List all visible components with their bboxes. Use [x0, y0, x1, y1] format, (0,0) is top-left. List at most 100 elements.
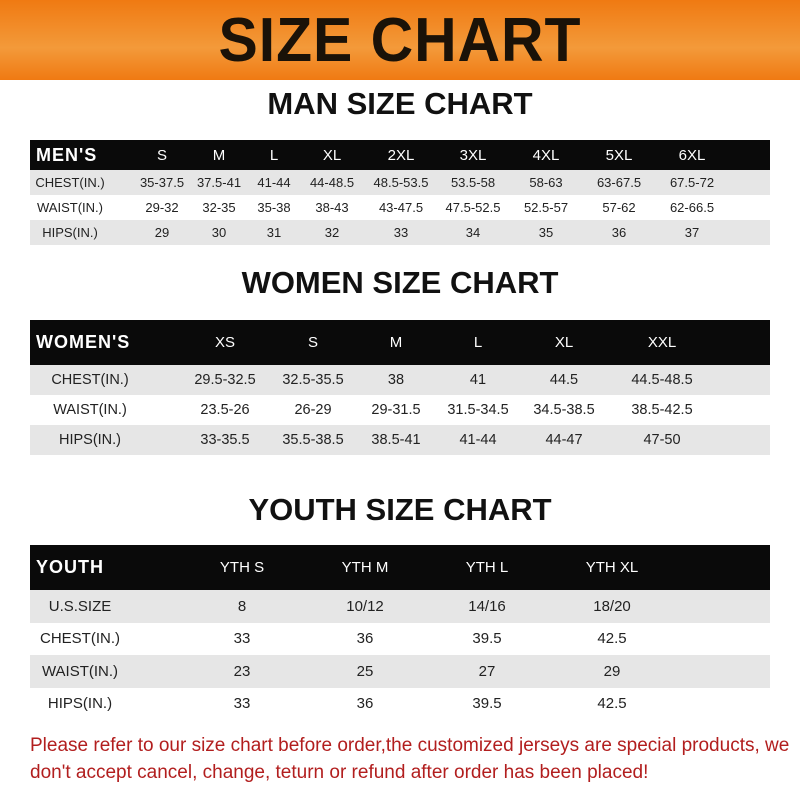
table-cell: 3XL: [459, 146, 487, 164]
table-header-row: WOMEN'S XS S M L XL XXL: [30, 320, 770, 365]
row-label: WOMEN'S: [36, 332, 131, 352]
table-row: HIPS(IN.) 29 30 31 32 33 34 35 36 37: [30, 220, 770, 245]
table-cell: YTH S: [219, 559, 265, 576]
table-cell: 44.5: [549, 372, 579, 388]
table-cell: 2XL: [387, 146, 415, 164]
row-label: WAIST(IN.): [41, 662, 119, 680]
row-label: WAIST(IN.): [53, 402, 127, 418]
table-cell: YTH M: [341, 559, 389, 576]
table-cell: 35: [538, 225, 554, 240]
table-cell: 35-37.5: [139, 175, 185, 190]
table-cell: 33: [233, 630, 251, 648]
table-cell: 25: [356, 662, 374, 680]
table-cell: 14/16: [468, 597, 506, 615]
table-cell: 41: [469, 372, 487, 388]
table-cell: 58-63: [529, 175, 563, 190]
women-chart-title: WOMEN SIZE CHART: [241, 265, 559, 300]
table-cell: 47.5-52.5: [445, 200, 501, 215]
table-cell: XL: [322, 146, 342, 164]
table-cell: 8: [237, 597, 247, 615]
row-label: HIPS(IN.): [58, 432, 122, 448]
row-label: CHEST(IN.): [51, 372, 129, 388]
table-cell: 34: [465, 225, 481, 240]
table-cell: 67.5-72: [669, 175, 715, 190]
table-cell: 63-67.5: [596, 175, 642, 190]
table-cell: 4XL: [532, 146, 560, 164]
table-cell: 47-50: [643, 432, 681, 448]
table-cell: 33: [393, 225, 409, 240]
table-cell: 5XL: [605, 146, 633, 164]
table-cell: 36: [356, 630, 374, 648]
table-cell: L: [473, 334, 483, 351]
table-cell: M: [212, 146, 226, 164]
table-cell: YTH XL: [585, 559, 639, 576]
table-cell: 42.5: [597, 630, 627, 648]
table-cell: 53.5-58: [450, 175, 496, 190]
table-cell: 32: [324, 225, 340, 240]
table-cell: 44-48.5: [309, 175, 355, 190]
table-cell: 23: [233, 662, 251, 680]
table-cell: 29: [603, 662, 621, 680]
table-cell: 48.5-53.5: [373, 175, 429, 190]
table-cell: 34.5-38.5: [533, 402, 595, 418]
table-cell: XXL: [647, 334, 677, 351]
table-row: CHEST(IN.) 35-37.5 37.5-41 41-44 44-48.5 48.5…: [30, 170, 770, 195]
table-cell: 62-66.5: [669, 200, 715, 215]
youth-chart-title: YOUTH SIZE CHART: [248, 492, 552, 527]
table-cell: 32.5-35.5: [282, 372, 344, 388]
row-label: HIPS(IN.): [42, 225, 98, 240]
table-cell: 57-62: [602, 200, 636, 215]
men-chart-title: MAN SIZE CHART: [267, 86, 533, 121]
table-row: WAIST(IN.) 23.5-26 26-29 29-31.5 31.5-34.5 34…: [30, 395, 770, 425]
table-cell: 29-31.5: [371, 402, 421, 418]
table-cell: XL: [554, 334, 574, 351]
table-cell: 36: [611, 225, 627, 240]
table-header-row: MEN'S S M L XL 2XL 3XL 4XL 5XL 6XL: [30, 140, 770, 170]
table-cell: 42.5: [597, 695, 627, 713]
table-cell: S: [156, 146, 168, 164]
table-header-row: YOUTH YTH S YTH M YTH L YTH XL: [30, 545, 770, 590]
row-label: MEN'S: [36, 144, 98, 165]
table-cell: 41-44: [257, 175, 291, 190]
table-cell: 30: [211, 225, 227, 240]
table-cell: XS: [214, 334, 236, 351]
table-cell: S: [307, 334, 319, 351]
table-cell: 23.5-26: [200, 402, 250, 418]
table-row: U.S.SIZE 8 10/12 14/16 18/20: [30, 590, 770, 623]
table-row: HIPS(IN.) 33 36 39.5 42.5: [30, 688, 770, 721]
table-cell: 52.5-57: [523, 200, 569, 215]
table-cell: 44-47: [545, 432, 583, 448]
table-cell: 29.5-32.5: [194, 372, 256, 388]
row-label: CHEST(IN.): [35, 175, 105, 190]
table-cell: 6XL: [678, 146, 706, 164]
banner: SIZE CHART: [0, 0, 800, 80]
table-cell: 37: [684, 225, 700, 240]
table-cell: 18/20: [593, 597, 631, 615]
row-label: YOUTH: [36, 557, 104, 577]
table-row: CHEST(IN.) 29.5-32.5 32.5-35.5 38 41 44.5 44.5…: [30, 365, 770, 395]
table-row: WAIST(IN.) 29-32 32-35 35-38 38-43 43-47.5 47.…: [30, 195, 770, 220]
table-cell: M: [389, 334, 403, 351]
table-cell: 36: [356, 695, 374, 713]
table-cell: 37.5-41: [196, 175, 242, 190]
banner-title: SIZE CHART: [218, 5, 582, 75]
table-cell: L: [269, 146, 279, 164]
table-cell: 27: [478, 662, 496, 680]
table-cell: 29-32: [145, 200, 179, 215]
table-cell: 43-47.5: [378, 200, 424, 215]
table-row: CHEST(IN.) 33 36 39.5 42.5: [30, 623, 770, 656]
table-cell: YTH L: [465, 559, 509, 576]
table-cell: 38.5-42.5: [631, 402, 693, 418]
table-cell: 29: [154, 225, 170, 240]
table-cell: 38-43: [315, 200, 349, 215]
row-label: WAIST(IN.): [37, 200, 103, 215]
row-label: U.S.SIZE: [48, 597, 112, 615]
table-cell: 26-29: [294, 402, 332, 418]
table-cell: 35.5-38.5: [282, 432, 344, 448]
table-cell: 39.5: [472, 695, 502, 713]
table-cell: 35-38: [257, 200, 291, 215]
table-cell: 38: [387, 372, 405, 388]
table-cell: 33: [233, 695, 251, 713]
table-cell: 33-35.5: [200, 432, 250, 448]
table-row: HIPS(IN.) 33-35.5 35.5-38.5 38.5-41 41-44 44-…: [30, 425, 770, 455]
